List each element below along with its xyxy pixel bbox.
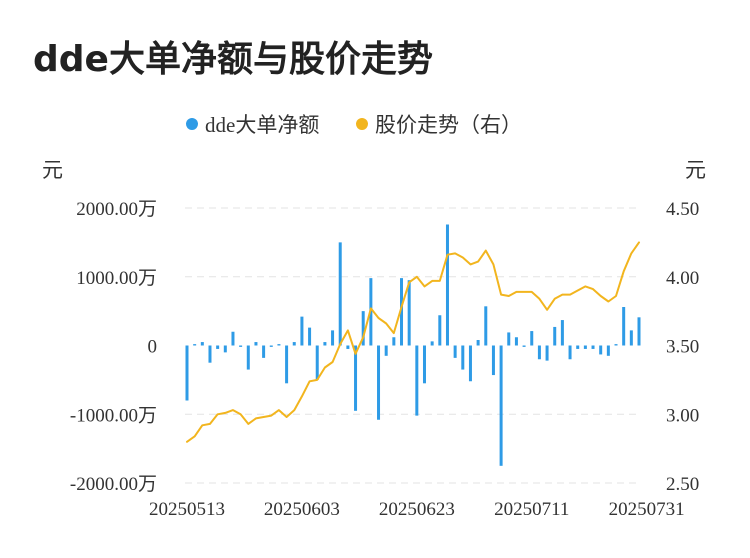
- bar: [568, 345, 572, 360]
- bar: [346, 345, 350, 349]
- bar: [185, 345, 189, 401]
- bar: [629, 330, 633, 346]
- bar: [254, 342, 258, 346]
- bar: [445, 224, 449, 346]
- bar: [338, 242, 342, 346]
- bar: [622, 307, 626, 346]
- bar: [415, 345, 419, 416]
- bar: [560, 320, 564, 346]
- bar: [637, 317, 641, 346]
- bar: [461, 345, 465, 370]
- bar: [591, 345, 595, 349]
- gridlines: [185, 207, 641, 484]
- bar: [468, 345, 472, 382]
- right-tick-label: 4.00: [666, 268, 699, 289]
- bar: [208, 345, 212, 363]
- x-tick-label: 20250731: [609, 499, 685, 520]
- bar: [614, 344, 618, 346]
- legend-label-dde: dde大单净额: [205, 113, 319, 137]
- bar: [231, 331, 235, 346]
- right-tick-label: 2.50: [666, 474, 699, 495]
- bar: [277, 344, 281, 346]
- bar: [530, 331, 534, 346]
- bar: [499, 345, 503, 466]
- bar: [576, 345, 580, 349]
- bar: [323, 342, 327, 346]
- bar: [193, 344, 197, 346]
- x-tick-label: 20250603: [264, 499, 340, 520]
- right-tick-label: 4.50: [666, 199, 699, 220]
- left-axis-unit: 元: [42, 158, 63, 182]
- bar: [484, 306, 488, 346]
- x-tick-label: 20250623: [379, 499, 455, 520]
- price-line: [186, 241, 640, 443]
- bar: [407, 280, 411, 346]
- legend-label-price: 股价走势（右）: [375, 113, 522, 137]
- bar: [422, 345, 426, 384]
- bar: [583, 345, 587, 349]
- bar: [223, 345, 227, 353]
- bar: [262, 345, 266, 358]
- x-tick-label: 20250513: [149, 499, 225, 520]
- bar: [315, 345, 319, 380]
- axes: 2000.00万 1000.00万 0 -1000.00万 -2000.00万 4.50 4…: [70, 199, 699, 520]
- left-tick-label: 2000.00万: [76, 199, 157, 220]
- bar: [308, 327, 312, 346]
- bar: [507, 332, 511, 346]
- left-tick-label: 0: [148, 337, 158, 358]
- right-tick-label: 3.00: [666, 405, 699, 426]
- bar: [476, 340, 480, 346]
- bar: [216, 345, 220, 349]
- bar: [331, 330, 335, 346]
- left-tick-label: -1000.00万: [70, 405, 157, 426]
- bar: [453, 345, 457, 358]
- bar: [599, 345, 603, 355]
- line-series: [186, 241, 640, 443]
- legend: dde大单净额 股价走势（右）: [186, 113, 522, 137]
- bar: [285, 345, 289, 384]
- bar: [430, 341, 434, 346]
- chart-title: dde大单净额与股价走势: [33, 39, 433, 80]
- x-tick-label: 20250711: [494, 499, 569, 520]
- bar: [392, 337, 396, 346]
- bar-series: [185, 224, 641, 466]
- bar: [354, 345, 358, 411]
- bar: [491, 345, 495, 376]
- bar: [239, 345, 243, 347]
- bar: [606, 345, 610, 356]
- bar: [200, 342, 204, 346]
- left-tick-label: -2000.00万: [70, 474, 157, 495]
- bar: [553, 326, 557, 346]
- bar: [400, 278, 404, 346]
- legend-marker-price: [356, 118, 368, 130]
- bar: [269, 345, 273, 347]
- bar: [545, 345, 549, 361]
- right-tick-label: 3.50: [666, 337, 699, 358]
- bar: [438, 315, 442, 346]
- bar: [361, 311, 365, 346]
- bar: [377, 345, 381, 420]
- left-tick-label: 1000.00万: [76, 268, 157, 289]
- bar: [384, 345, 388, 356]
- bar: [514, 337, 518, 346]
- bar: [300, 316, 304, 346]
- right-axis-unit: 元: [685, 158, 706, 182]
- bar: [522, 345, 526, 347]
- legend-marker-dde: [186, 118, 198, 130]
- bar: [246, 345, 250, 370]
- bar: [292, 342, 296, 346]
- bar: [537, 345, 541, 360]
